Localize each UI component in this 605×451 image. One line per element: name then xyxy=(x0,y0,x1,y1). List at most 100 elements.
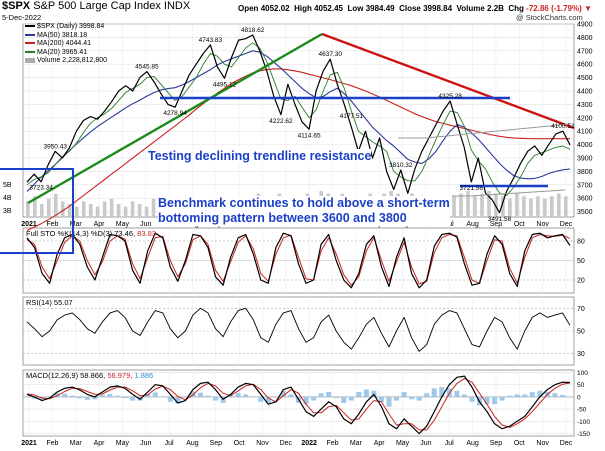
volume-bar xyxy=(151,198,156,217)
volume-bar xyxy=(130,201,135,217)
bottom-x-tick-label: Oct xyxy=(514,440,525,447)
macd-histogram-bar xyxy=(311,396,317,401)
price-x-tick-label: Jun xyxy=(140,221,151,228)
ma200-line xyxy=(26,68,570,231)
macd-histogram-bar xyxy=(363,389,369,397)
volume-bar xyxy=(74,206,79,217)
price-tick-label: 4300 xyxy=(577,102,593,109)
macd-histogram-bar xyxy=(288,394,294,397)
price-x-tick-label: Feb xyxy=(46,221,58,228)
sto-tick-label: 50 xyxy=(577,258,585,265)
legend-item: MA(200) 4044.41 xyxy=(25,40,107,49)
volume-bar xyxy=(536,196,540,217)
macd-tick-label: -100 xyxy=(577,419,590,426)
macd-histogram-bar xyxy=(152,392,158,397)
macd-histogram-bar xyxy=(454,390,460,397)
price-tick-label: 3500 xyxy=(577,209,593,216)
price-tick-label: 3900 xyxy=(577,156,593,163)
price-y-axis: 3500 3600 3700 3800 3900 4000 4100 4200 4300 4400… xyxy=(577,22,593,217)
macd-histogram-bar xyxy=(235,393,241,397)
bottom-x-tick-label: Sep xyxy=(490,440,503,447)
macd-histogram-bar xyxy=(386,396,392,407)
macd-histogram-bar xyxy=(394,396,400,401)
bottom-x-tick-label: Dec xyxy=(560,440,573,447)
price-tick-label: 4100 xyxy=(577,129,593,136)
price-tick-label: 3800 xyxy=(577,169,593,176)
high-value: 4052.45 xyxy=(314,4,343,13)
macd-histogram-bar xyxy=(484,396,490,405)
macd-histogram-bar xyxy=(130,396,136,401)
rsi-panel-frame xyxy=(22,296,575,366)
macd-signal-line xyxy=(26,378,571,431)
bottom-x-tick-label: Jul xyxy=(445,440,454,447)
volume-bar xyxy=(137,204,142,217)
volume-bar xyxy=(116,204,121,217)
macd-histogram-bar xyxy=(62,393,68,397)
bottom-x-tick-label: Jun xyxy=(140,440,151,447)
rsi-title: RSI(14) 55.07 xyxy=(26,298,73,307)
bottom-x-tick-label: Nov xyxy=(256,440,269,447)
macd-histogram-bar xyxy=(175,396,181,404)
stochastic-title: Full STO %K(14,3) %D(3) 73.46, 83.83 xyxy=(26,229,156,238)
bottom-x-tick-label: Mar xyxy=(350,440,363,447)
price-x-tick-label: Sep xyxy=(490,221,503,228)
macd-title: MACD(12,26,9) 58.866, 56.979, 1.886 xyxy=(26,371,153,380)
volume-bar xyxy=(473,196,477,217)
bottom-x-tick-label: Sep xyxy=(210,440,223,447)
macd-histogram-bar xyxy=(356,392,362,397)
macd-histogram-bar xyxy=(507,395,513,397)
macd-histogram-bar xyxy=(47,396,53,397)
bottom-x-tick-label: Jun xyxy=(420,440,431,447)
volume-bar xyxy=(102,201,107,217)
price-point-label: 4495.12 xyxy=(213,81,237,88)
price-tick-label: 4700 xyxy=(577,48,593,55)
price-series-group xyxy=(26,34,571,231)
macd-histogram-bar xyxy=(115,395,120,397)
macd-histogram-bar xyxy=(205,395,211,397)
declining-resistance-trendline xyxy=(321,32,575,130)
legend-item: $SPX (Daily) 3998.84 xyxy=(25,23,107,32)
price-point-label: 3721.56 xyxy=(460,185,484,192)
bottom-x-tick-label: Dec xyxy=(280,440,293,447)
macd-histogram-bar xyxy=(439,387,445,397)
rsi-line xyxy=(26,307,571,352)
macd-tick-label: -50 xyxy=(577,407,587,414)
volume-bar xyxy=(459,193,463,217)
volume-bar xyxy=(144,206,149,217)
bottom-x-tick-label: Feb xyxy=(46,440,58,447)
volume-bar xyxy=(67,204,72,217)
volume-bar xyxy=(109,198,114,217)
macd-histogram-bar xyxy=(243,394,249,397)
volume-bar xyxy=(480,193,484,217)
legend-item: MA(20) 3965.41 xyxy=(25,49,107,58)
rsi-tick-label: 50 xyxy=(577,329,585,336)
macd-histogram-bar xyxy=(416,396,422,401)
price-x-tick-label: Nov xyxy=(536,221,549,228)
macd-histogram-bar xyxy=(303,396,309,405)
macd-histogram-bar xyxy=(461,394,467,397)
macd-histogram-bar xyxy=(341,396,347,403)
volume-bar xyxy=(81,201,86,217)
volume-tick-label: 5B xyxy=(3,182,12,189)
macd-histogram-bar xyxy=(537,390,543,397)
legend-item: MA(50) 3818.18 xyxy=(25,32,107,41)
volume-bar xyxy=(88,204,93,217)
macd-histogram-bar xyxy=(499,396,505,401)
low-value: 3984.49 xyxy=(365,4,395,13)
macd-histogram-bar xyxy=(401,392,407,397)
macd-tick-label: -150 xyxy=(577,431,590,438)
price-line xyxy=(26,34,571,214)
macd-panel: -150 -100 -50 0 50 100 xyxy=(23,370,590,438)
macd-histogram-bar xyxy=(559,394,565,397)
volume-bar xyxy=(452,196,456,217)
volume-bar xyxy=(501,196,505,217)
macd-histogram-bar xyxy=(213,396,219,401)
macd-histogram-bar xyxy=(522,394,528,397)
bottom-x-tick-label: Mar xyxy=(70,440,83,447)
bottom-x-tick-label: 2021 xyxy=(21,440,37,447)
macd-histogram-bar xyxy=(378,396,384,402)
exchange: INDX xyxy=(163,0,191,12)
volume-bar xyxy=(26,201,30,217)
volume-bar xyxy=(60,201,65,217)
bottom-x-tick-label: Oct xyxy=(234,440,245,447)
